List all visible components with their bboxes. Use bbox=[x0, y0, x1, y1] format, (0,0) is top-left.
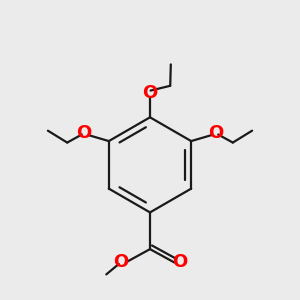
Text: O: O bbox=[142, 84, 158, 102]
Text: O: O bbox=[76, 124, 92, 142]
Text: O: O bbox=[208, 124, 224, 142]
Text: O: O bbox=[113, 253, 128, 271]
Text: O: O bbox=[172, 254, 187, 272]
